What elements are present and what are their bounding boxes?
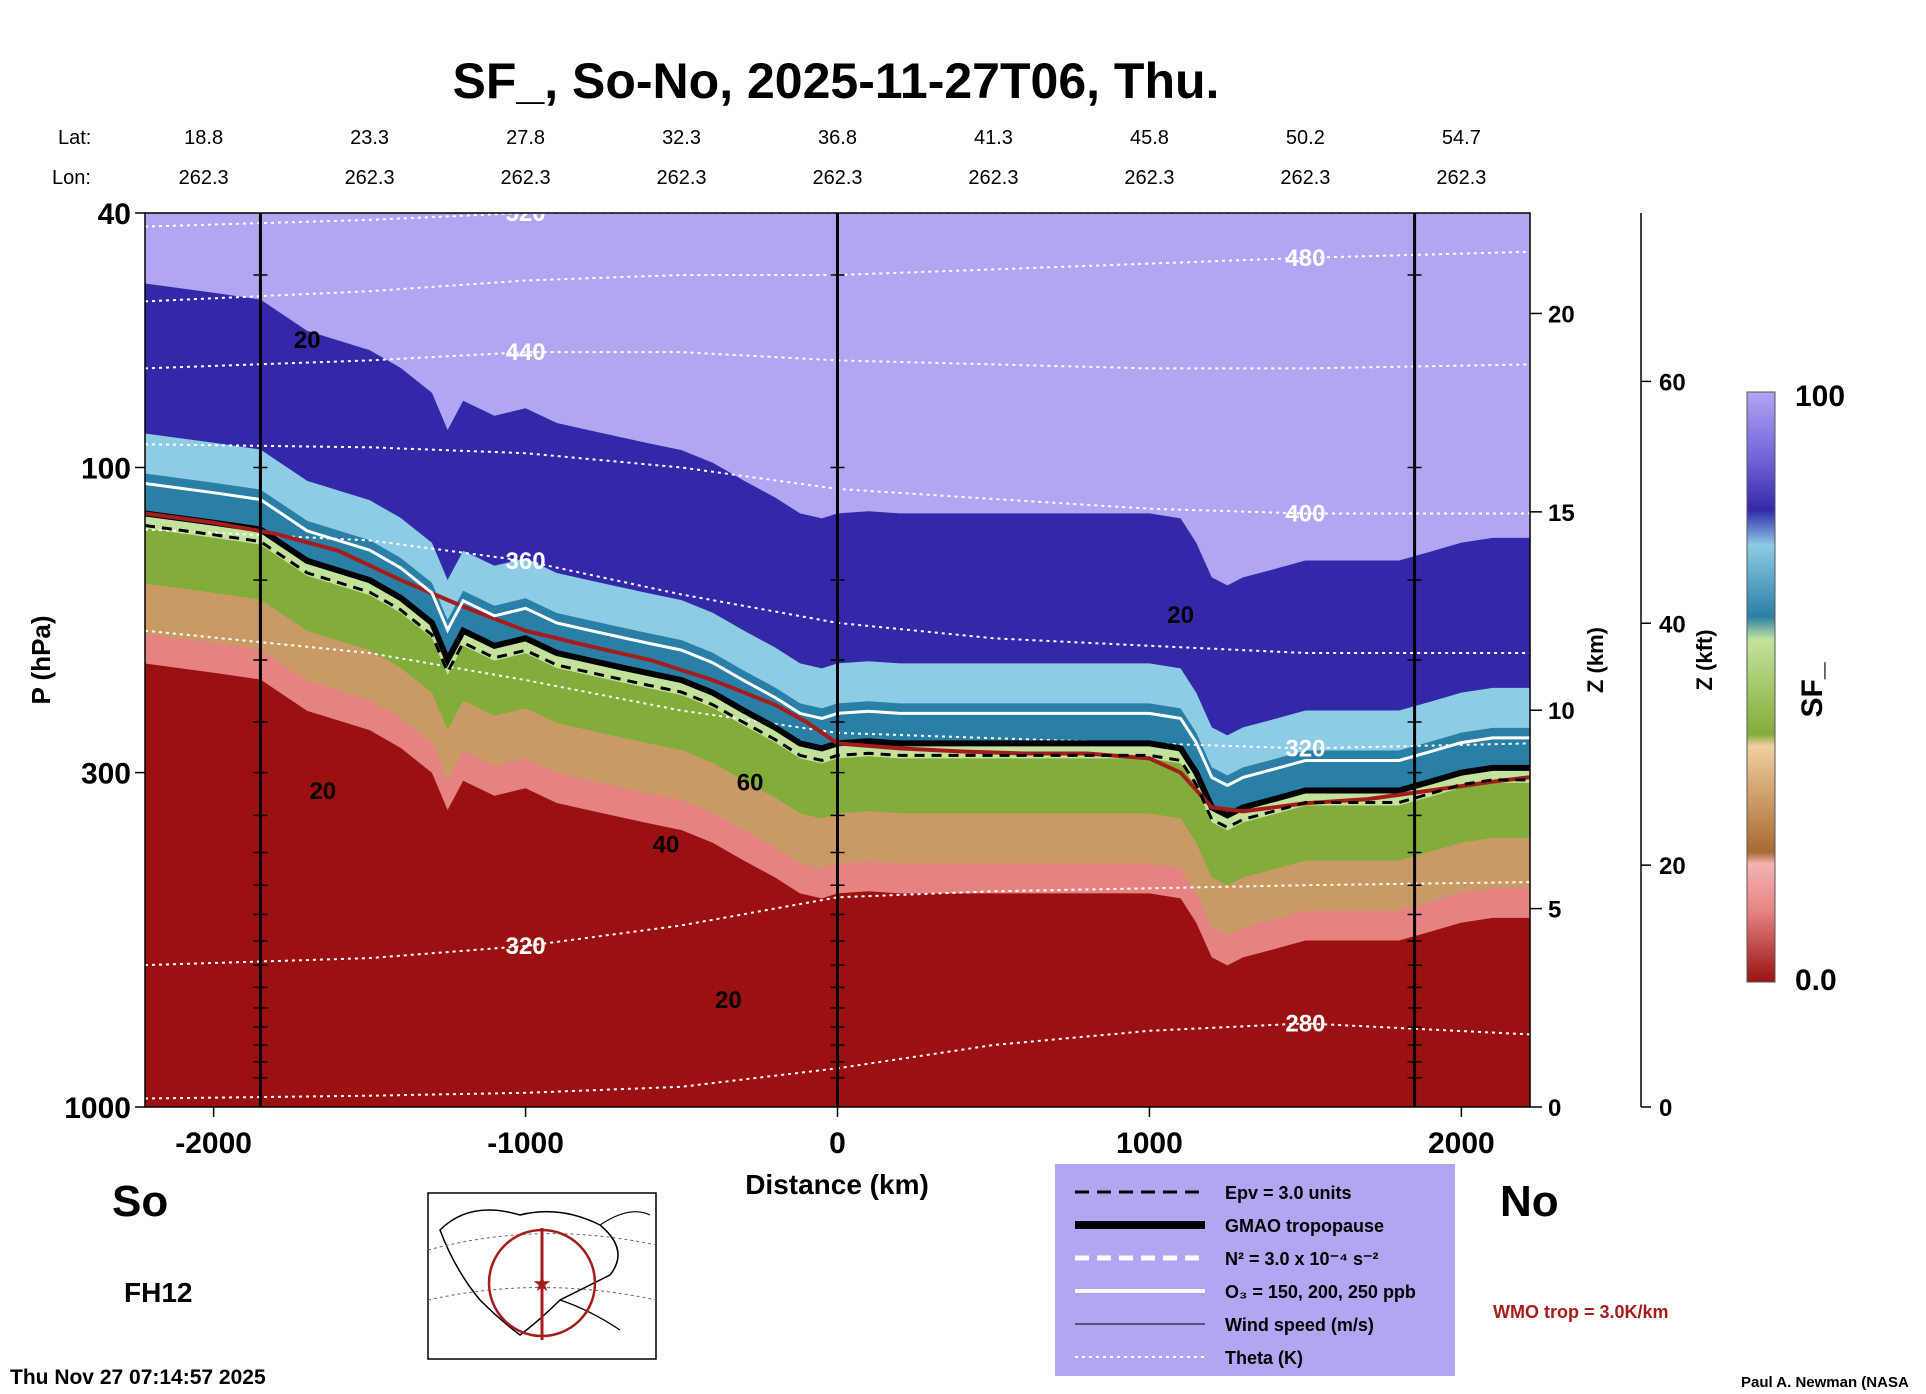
credit: Paul A. Newman (NASA: [1741, 1374, 1909, 1391]
y-axis-label: P (hPa): [26, 615, 56, 704]
theta-contour-label: 320: [1285, 735, 1325, 762]
wind-speed-labels: 20 20 20 40 60 20: [294, 327, 1194, 1014]
longitude-value: 262.3: [1124, 167, 1174, 189]
z-kft-tick-label: 0: [1659, 1095, 1672, 1122]
latitude-value: 36.8: [818, 127, 857, 149]
theta-contour-label: 440: [506, 339, 546, 366]
legend-entry-label: O₃ = 150, 200, 250 ppb: [1225, 1282, 1416, 1302]
y-tick-label: 300: [81, 758, 131, 791]
lat-row-label: Lat:: [58, 127, 91, 149]
center-star-icon: ★: [532, 1272, 552, 1297]
theta-contour-line: [145, 881, 1530, 967]
forecast-hour: FH12: [124, 1277, 192, 1308]
z-kft-tick-label: 60: [1659, 369, 1686, 396]
latitude-value: 54.7: [1442, 127, 1481, 149]
wind-speed-label: 20: [294, 327, 321, 354]
south-label: So: [112, 1177, 168, 1226]
x-tick-label: -1000: [487, 1127, 564, 1160]
x-tick-label: 1000: [1116, 1127, 1183, 1160]
theta-contour-label: 520: [506, 200, 546, 227]
colorbar-min-label: 0.0: [1795, 964, 1837, 997]
wmo-tropopause-line: [145, 511, 1530, 814]
legend-entry-label: Wind speed (m/s): [1225, 1315, 1374, 1335]
tropopause-lines: [145, 482, 1530, 830]
colorbar: [1746, 391, 1776, 983]
latitude-value: 23.3: [350, 127, 389, 149]
epv-contour-line: [145, 524, 1530, 830]
longitude-value: 262.3: [1436, 167, 1486, 189]
longitude-value: 262.3: [1280, 167, 1330, 189]
theta-contour-label: 320: [506, 933, 546, 960]
wind-speed-label: 40: [653, 832, 680, 859]
z-km-tick-label: 20: [1548, 301, 1575, 328]
colorbar-max-label: 100: [1795, 380, 1845, 413]
gmao-tropopause-line: [145, 510, 1530, 819]
pressure-axis: 40 100 300 1000: [64, 198, 145, 1125]
latitude-value: 27.8: [506, 127, 545, 149]
x-axis-label: Distance (km): [745, 1169, 929, 1200]
z-km-tick-label: 10: [1548, 698, 1575, 725]
inset-map: ★: [427, 1192, 657, 1360]
latitude-value: 32.3: [662, 127, 701, 149]
wind-speed-label: 20: [1167, 602, 1194, 629]
legend-box: [1055, 1164, 1455, 1376]
legend-entry-label: N² = 3.0 x 10⁻⁴ s⁻²: [1225, 1249, 1378, 1269]
north-label: No: [1500, 1177, 1559, 1226]
y-tick-label: 1000: [64, 1092, 131, 1125]
latitude-value: 18.8: [184, 127, 223, 149]
ozone-contour-line: [145, 482, 1530, 788]
lat-lon-coordinates: 18.8 262.3 23.3 262.3 27.8 262.3 32.3 262.3 36.8…: [179, 127, 1487, 189]
station-vertical-lines: [253, 213, 1422, 1107]
theta-contour-label: 360: [506, 548, 546, 575]
z-kft-axis-label: Z (kft): [1692, 629, 1717, 690]
theta-contour-label: 280: [1285, 1010, 1325, 1037]
legend-entry-label: GMAO tropopause: [1225, 1216, 1384, 1236]
chart-title: SF_, So-No, 2025-11-27T06, Thu.: [453, 53, 1220, 109]
wind-speed-label: 60: [737, 770, 764, 797]
x-tick-label: 2000: [1428, 1127, 1495, 1160]
latitude-value: 45.8: [1130, 127, 1169, 149]
longitude-value: 262.3: [501, 167, 551, 189]
z-km-tick-label: 5: [1548, 897, 1561, 924]
wind-speed-label: 20: [715, 987, 742, 1014]
distance-axis: -2000 -1000 0 1000 2000: [175, 1107, 1495, 1160]
low-sf-band: [145, 663, 1530, 1107]
x-tick-label: -2000: [175, 1127, 252, 1160]
wind-speed-label: 20: [309, 778, 336, 805]
y-tick-label: 40: [98, 198, 131, 231]
legend-entry-label: Theta (K): [1225, 1348, 1303, 1368]
legend: Epv = 3.0 units GMAO tropopause N² = 3.0 x…: [1075, 1183, 1416, 1368]
theta-contour-label: 400: [1285, 500, 1325, 527]
z-km-axis: 0 5 10 15 20: [1530, 301, 1575, 1122]
x-tick-label: 0: [829, 1127, 846, 1160]
longitude-value: 262.3: [345, 167, 395, 189]
z-km-tick-label: 0: [1548, 1095, 1561, 1122]
z-km-axis-label: Z (km): [1583, 627, 1608, 693]
y-tick-label: 100: [81, 452, 131, 485]
longitude-value: 262.3: [968, 167, 1018, 189]
longitude-value: 262.3: [812, 167, 862, 189]
longitude-value: 262.3: [179, 167, 229, 189]
longitude-value: 262.3: [657, 167, 707, 189]
latitude-value: 50.2: [1286, 127, 1325, 149]
z-km-tick-label: 15: [1548, 500, 1575, 527]
z-kft-tick-label: 20: [1659, 853, 1686, 880]
timestamp: Thu Nov 27 07:14:57 2025: [10, 1366, 266, 1389]
z-kft-axis: 0 20 40 60: [1640, 213, 1686, 1122]
colorbar-label: SF_: [1796, 662, 1829, 717]
latitude-value: 41.3: [974, 127, 1013, 149]
theta-contour-label: 480: [1285, 245, 1325, 272]
lon-row-label: Lon:: [52, 167, 91, 189]
z-kft-tick-label: 40: [1659, 611, 1686, 638]
wmo-note: WMO trop = 3.0K/km: [1493, 1302, 1669, 1322]
legend-entry-label: Epv = 3.0 units: [1225, 1183, 1352, 1203]
